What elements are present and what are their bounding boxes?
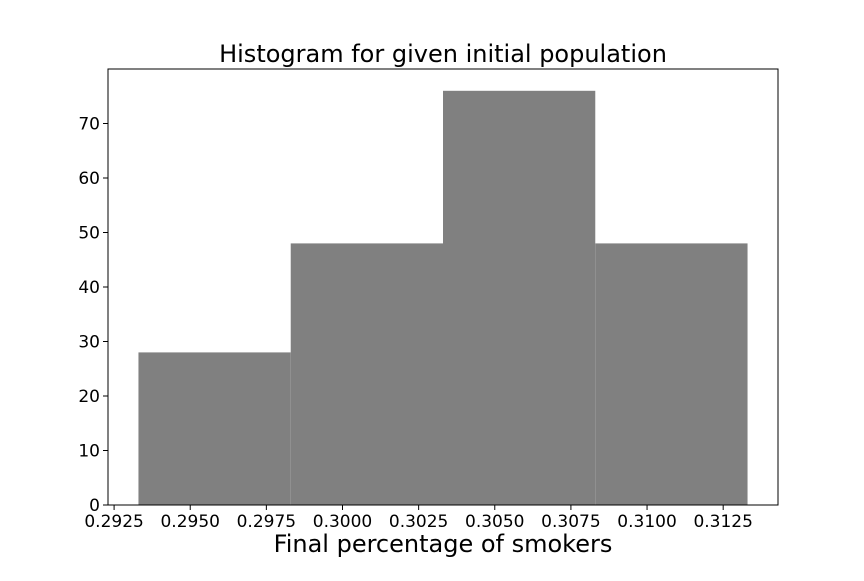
- bars-layer: [138, 90, 748, 506]
- y-tick-label: 10: [78, 442, 100, 462]
- x-tick-label: 0.3050: [465, 512, 524, 532]
- x-axis: 0.2925 0.2950 0.2975 0.3000 0.3025 0.3050 0.30…: [84, 505, 753, 532]
- x-tick-label: 0.3075: [541, 512, 600, 532]
- histogram-bar-1: [138, 352, 291, 505]
- y-tick-label: 0: [89, 496, 100, 516]
- x-tick-label: 0.2975: [237, 512, 296, 532]
- histogram-bar-2: [290, 243, 443, 505]
- y-tick-label: 30: [78, 333, 100, 353]
- x-tick-label: 0.3125: [693, 512, 752, 532]
- x-tick-label: 0.3025: [389, 512, 448, 532]
- y-axis: 0 10 20 30 40 50 60 70: [78, 115, 108, 516]
- x-tick-label: 0.2925: [84, 512, 143, 532]
- histogram-bar-4: [595, 243, 748, 505]
- x-tick-label: 0.3100: [617, 512, 676, 532]
- y-tick-label: 20: [78, 387, 100, 407]
- x-tick-label: 0.3000: [313, 512, 372, 532]
- y-tick-label: 70: [78, 115, 100, 135]
- y-tick-label: 60: [78, 169, 100, 189]
- histogram-bar-3: [443, 90, 596, 506]
- chart-title: Histogram for given initial population: [219, 40, 667, 68]
- x-axis-label: Final percentage of smokers: [274, 530, 613, 558]
- y-tick-label: 50: [78, 224, 100, 244]
- y-tick-label: 40: [78, 278, 100, 298]
- x-tick-label: 0.2950: [160, 512, 219, 532]
